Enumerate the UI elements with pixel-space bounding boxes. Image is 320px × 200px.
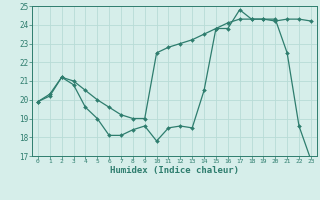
X-axis label: Humidex (Indice chaleur): Humidex (Indice chaleur) xyxy=(110,166,239,175)
